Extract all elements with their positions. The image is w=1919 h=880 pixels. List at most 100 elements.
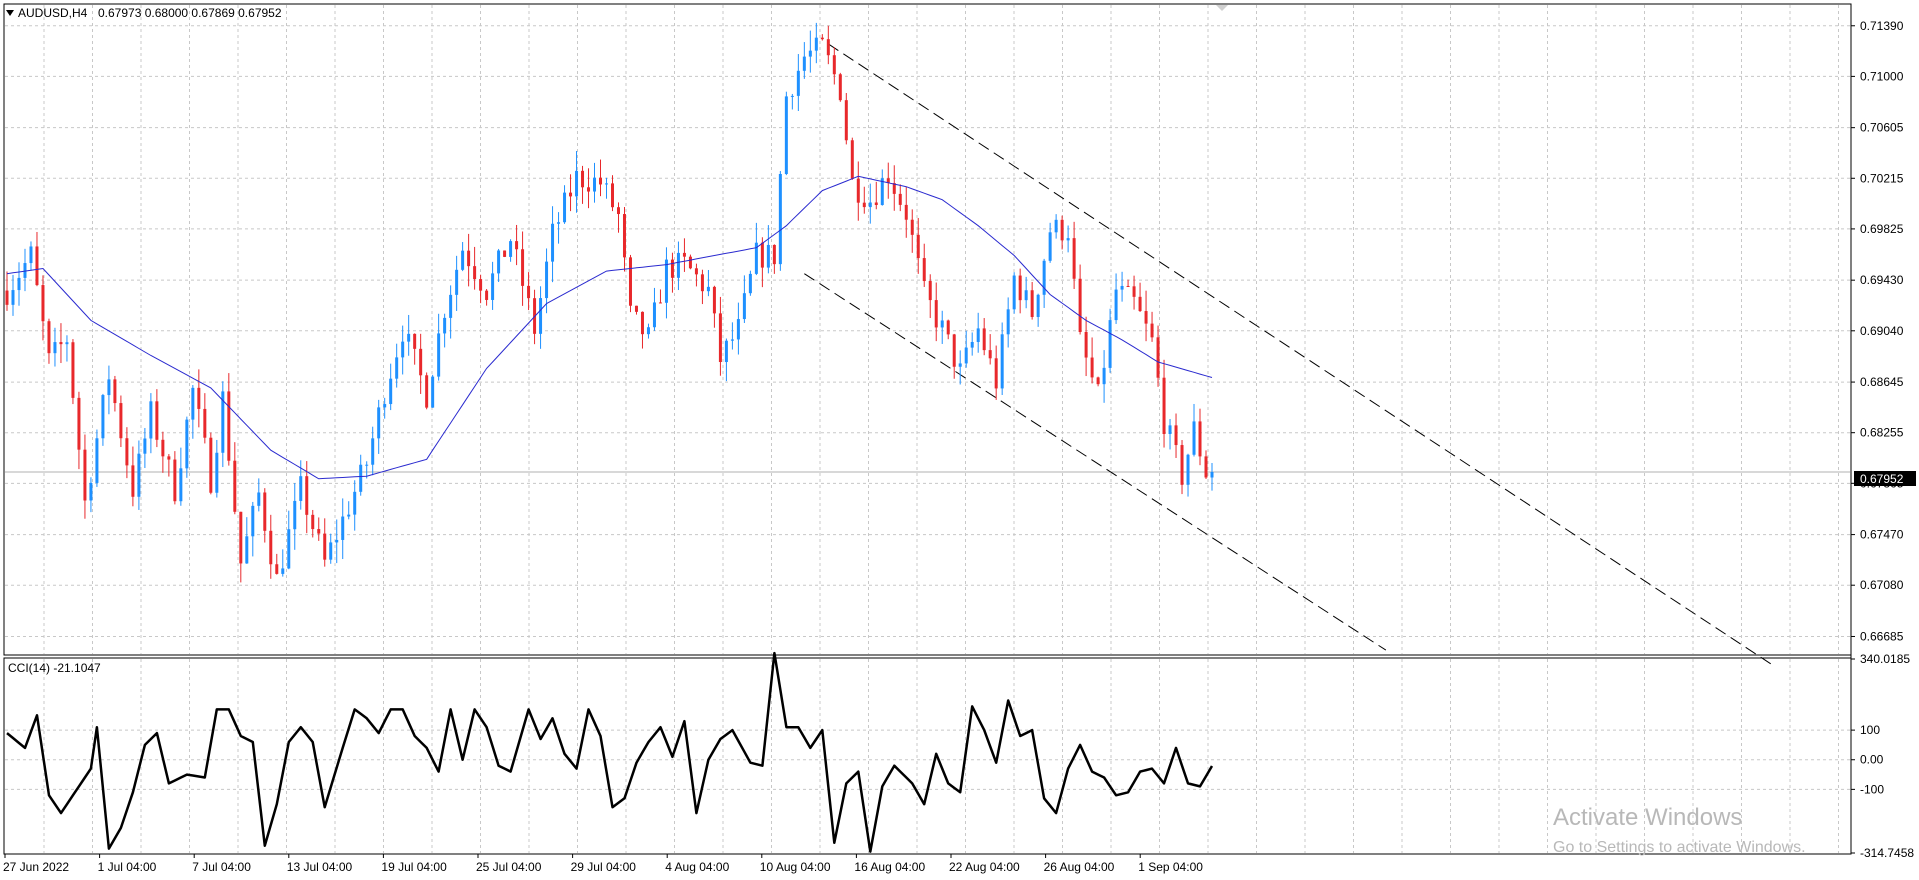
candle — [437, 313, 441, 381]
candle-body — [874, 202, 878, 205]
candle-body — [215, 452, 219, 493]
price-tick-label: 0.71390 — [1860, 19, 1904, 33]
candle — [1042, 258, 1046, 308]
candle-body — [946, 320, 950, 335]
candle — [1006, 297, 1010, 348]
candle-body — [233, 460, 237, 512]
ohlc-readout: 0.67973 0.68000 0.67869 0.67952 — [98, 6, 282, 20]
trend-channel[interactable] — [804, 43, 1776, 668]
candle — [1144, 290, 1148, 342]
candle-body — [287, 529, 291, 569]
candle-body — [413, 333, 417, 349]
candle-body — [293, 500, 297, 530]
candle — [407, 314, 411, 356]
candle — [59, 323, 63, 364]
candle — [137, 440, 141, 510]
candle-body — [299, 476, 303, 501]
candle-body — [563, 192, 567, 223]
candle — [569, 174, 573, 212]
time-tick-label: 27 Jun 2022 — [3, 860, 69, 874]
candle-body — [53, 342, 57, 354]
candle — [521, 231, 525, 306]
candle — [1114, 273, 1118, 324]
candle — [185, 416, 189, 478]
candle-body — [83, 449, 87, 501]
candle-body — [593, 177, 597, 192]
candle-body — [539, 298, 543, 334]
candle — [784, 91, 788, 176]
candle-body — [754, 242, 758, 274]
candle — [503, 250, 507, 258]
candle-body — [958, 363, 962, 367]
candle — [712, 285, 716, 328]
candle-body — [820, 37, 824, 40]
candle-body — [628, 257, 632, 306]
candle — [964, 330, 968, 368]
chart-shift-marker-icon[interactable] — [1216, 5, 1228, 11]
time-axis[interactable]: 27 Jun 2022 1 Jul 04:00 7 Jul 04:00 13 Jul … — [3, 854, 1203, 874]
candle — [952, 333, 956, 379]
candle-body — [335, 539, 339, 543]
candle-body — [263, 492, 267, 531]
candle — [515, 224, 519, 266]
candle — [658, 289, 662, 304]
candle-body — [221, 391, 225, 453]
time-tick-label: 22 Aug 04:00 — [949, 860, 1020, 874]
candle-body — [850, 140, 854, 179]
candle — [491, 261, 495, 310]
candle — [940, 310, 944, 344]
candle — [107, 365, 111, 415]
candle — [545, 248, 549, 314]
candle — [455, 255, 459, 311]
candle — [736, 302, 740, 355]
candle-body — [317, 529, 321, 534]
candle — [113, 375, 117, 412]
moving-average-line — [6, 175, 1213, 480]
candle — [610, 175, 614, 212]
candle — [868, 183, 872, 224]
candle — [976, 312, 980, 353]
channel-upper-line — [828, 43, 1776, 668]
triangle-down-icon[interactable] — [6, 10, 14, 16]
candle — [197, 369, 201, 428]
channel-lower-line — [804, 273, 1387, 651]
candle — [760, 237, 764, 288]
candle — [1186, 453, 1190, 497]
candle — [850, 137, 854, 180]
candle — [886, 162, 890, 199]
candle — [341, 498, 345, 560]
candle — [35, 231, 39, 287]
candle — [742, 275, 746, 323]
candle-body — [1024, 290, 1028, 301]
candle — [970, 332, 974, 356]
candle — [1078, 264, 1082, 335]
candle-body — [1030, 290, 1034, 317]
candle-body — [197, 387, 201, 409]
cci-line — [6, 651, 1214, 853]
price-tick-label: 0.66685 — [1860, 629, 1904, 643]
candle-body — [1006, 309, 1010, 335]
candle — [581, 165, 585, 204]
candle — [1096, 376, 1100, 387]
candle-body — [185, 419, 189, 469]
candle-body — [952, 334, 956, 367]
candle — [670, 252, 674, 293]
candle-body — [730, 339, 734, 341]
candle — [257, 478, 261, 512]
candle-body — [425, 375, 429, 408]
candle — [365, 461, 369, 479]
candle-body — [976, 328, 980, 342]
candle-body — [125, 438, 129, 466]
candle — [1150, 311, 1154, 342]
candle — [11, 274, 15, 316]
candle — [1036, 293, 1040, 327]
price-axis[interactable]: 0.71390 0.71000 0.70605 0.70215 0.69825 0.694… — [1851, 19, 1904, 644]
candle-body — [784, 96, 788, 174]
candle — [664, 247, 668, 319]
candle-body — [449, 294, 453, 318]
candle — [467, 233, 471, 287]
candle-body — [928, 281, 932, 301]
candle — [371, 426, 375, 476]
candle-body — [1186, 454, 1190, 485]
